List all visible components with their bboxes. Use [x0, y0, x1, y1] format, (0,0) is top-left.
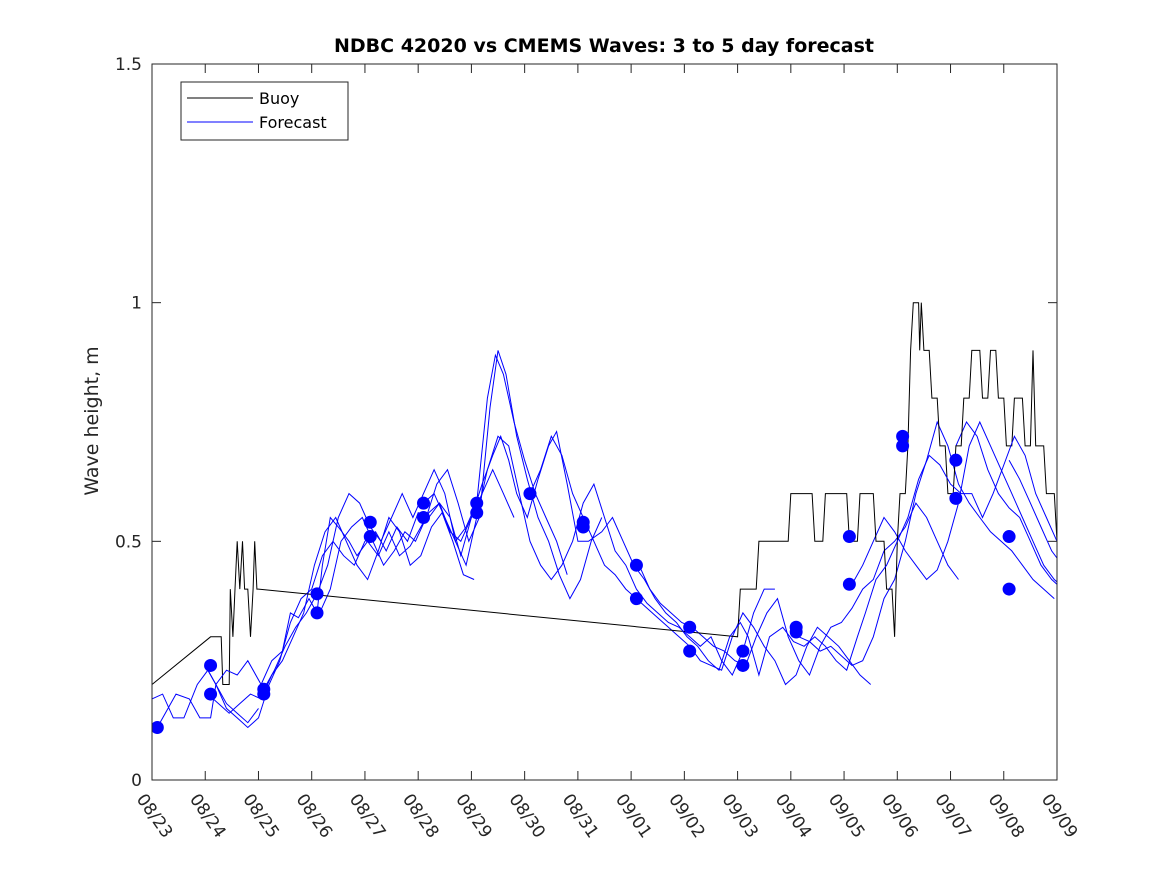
forecast-trace-line	[204, 468, 515, 729]
forecast-trace-line	[851, 420, 1057, 585]
forecast-trace-line	[955, 421, 1057, 585]
y-tick-label: 1.5	[115, 55, 142, 75]
plot-area-frame	[151, 63, 1058, 781]
forecast-marker	[949, 491, 963, 505]
forecast-marker	[523, 487, 537, 501]
forecast-marker	[683, 620, 697, 634]
y-tick-label: 0.5	[115, 532, 142, 552]
forecast-marker	[363, 530, 377, 544]
legend: Buoy Forecast	[180, 81, 349, 141]
forecast-marker	[629, 592, 643, 606]
forecast-marker	[683, 644, 697, 658]
forecast-marker	[736, 644, 750, 658]
forecast-marker	[896, 429, 910, 443]
forecast-marker	[363, 515, 377, 529]
forecast-marker	[896, 439, 910, 453]
forecast-marker	[1002, 530, 1016, 544]
forecast-marker	[310, 606, 324, 620]
forecast-marker	[842, 577, 856, 591]
legend-buoy-label: Buoy	[259, 89, 299, 108]
buoy-series-line	[152, 302, 1057, 685]
forecast-trace-line	[1008, 459, 1057, 559]
y-tick-label: 0	[131, 771, 142, 791]
forecast-marker	[204, 658, 218, 672]
legend-forecast-label: Forecast	[259, 113, 327, 132]
forecast-marker	[949, 453, 963, 467]
forecast-marker	[310, 587, 324, 601]
forecast-marker	[470, 506, 484, 520]
forecast-marker	[789, 625, 803, 639]
legend-box	[180, 81, 349, 141]
y-axis-label: Wave height, m	[81, 346, 103, 495]
forecast-marker	[152, 720, 164, 734]
forecast-marker	[576, 520, 590, 534]
forecast-marker	[417, 510, 430, 524]
forecast-trace-line	[319, 350, 603, 614]
forecast-marker	[417, 496, 430, 510]
forecast-marker	[470, 496, 484, 510]
forecast-marker	[736, 658, 750, 672]
y-axis: 0 0.5 1 1.5	[115, 55, 1057, 791]
forecast-marker	[842, 530, 856, 544]
forecast-marker	[1002, 582, 1016, 596]
chart-title: NDBC 42020 vs CMEMS Waves: 3 to 5 day fo…	[334, 35, 874, 57]
y-tick-label: 1	[131, 294, 142, 314]
series-layer	[152, 302, 1057, 734]
forecast-trace-line	[423, 435, 775, 676]
forecast-trace-line	[207, 511, 475, 714]
forecast-marker	[629, 558, 643, 572]
forecast-marker	[204, 687, 218, 701]
forecast-marker	[257, 687, 271, 701]
